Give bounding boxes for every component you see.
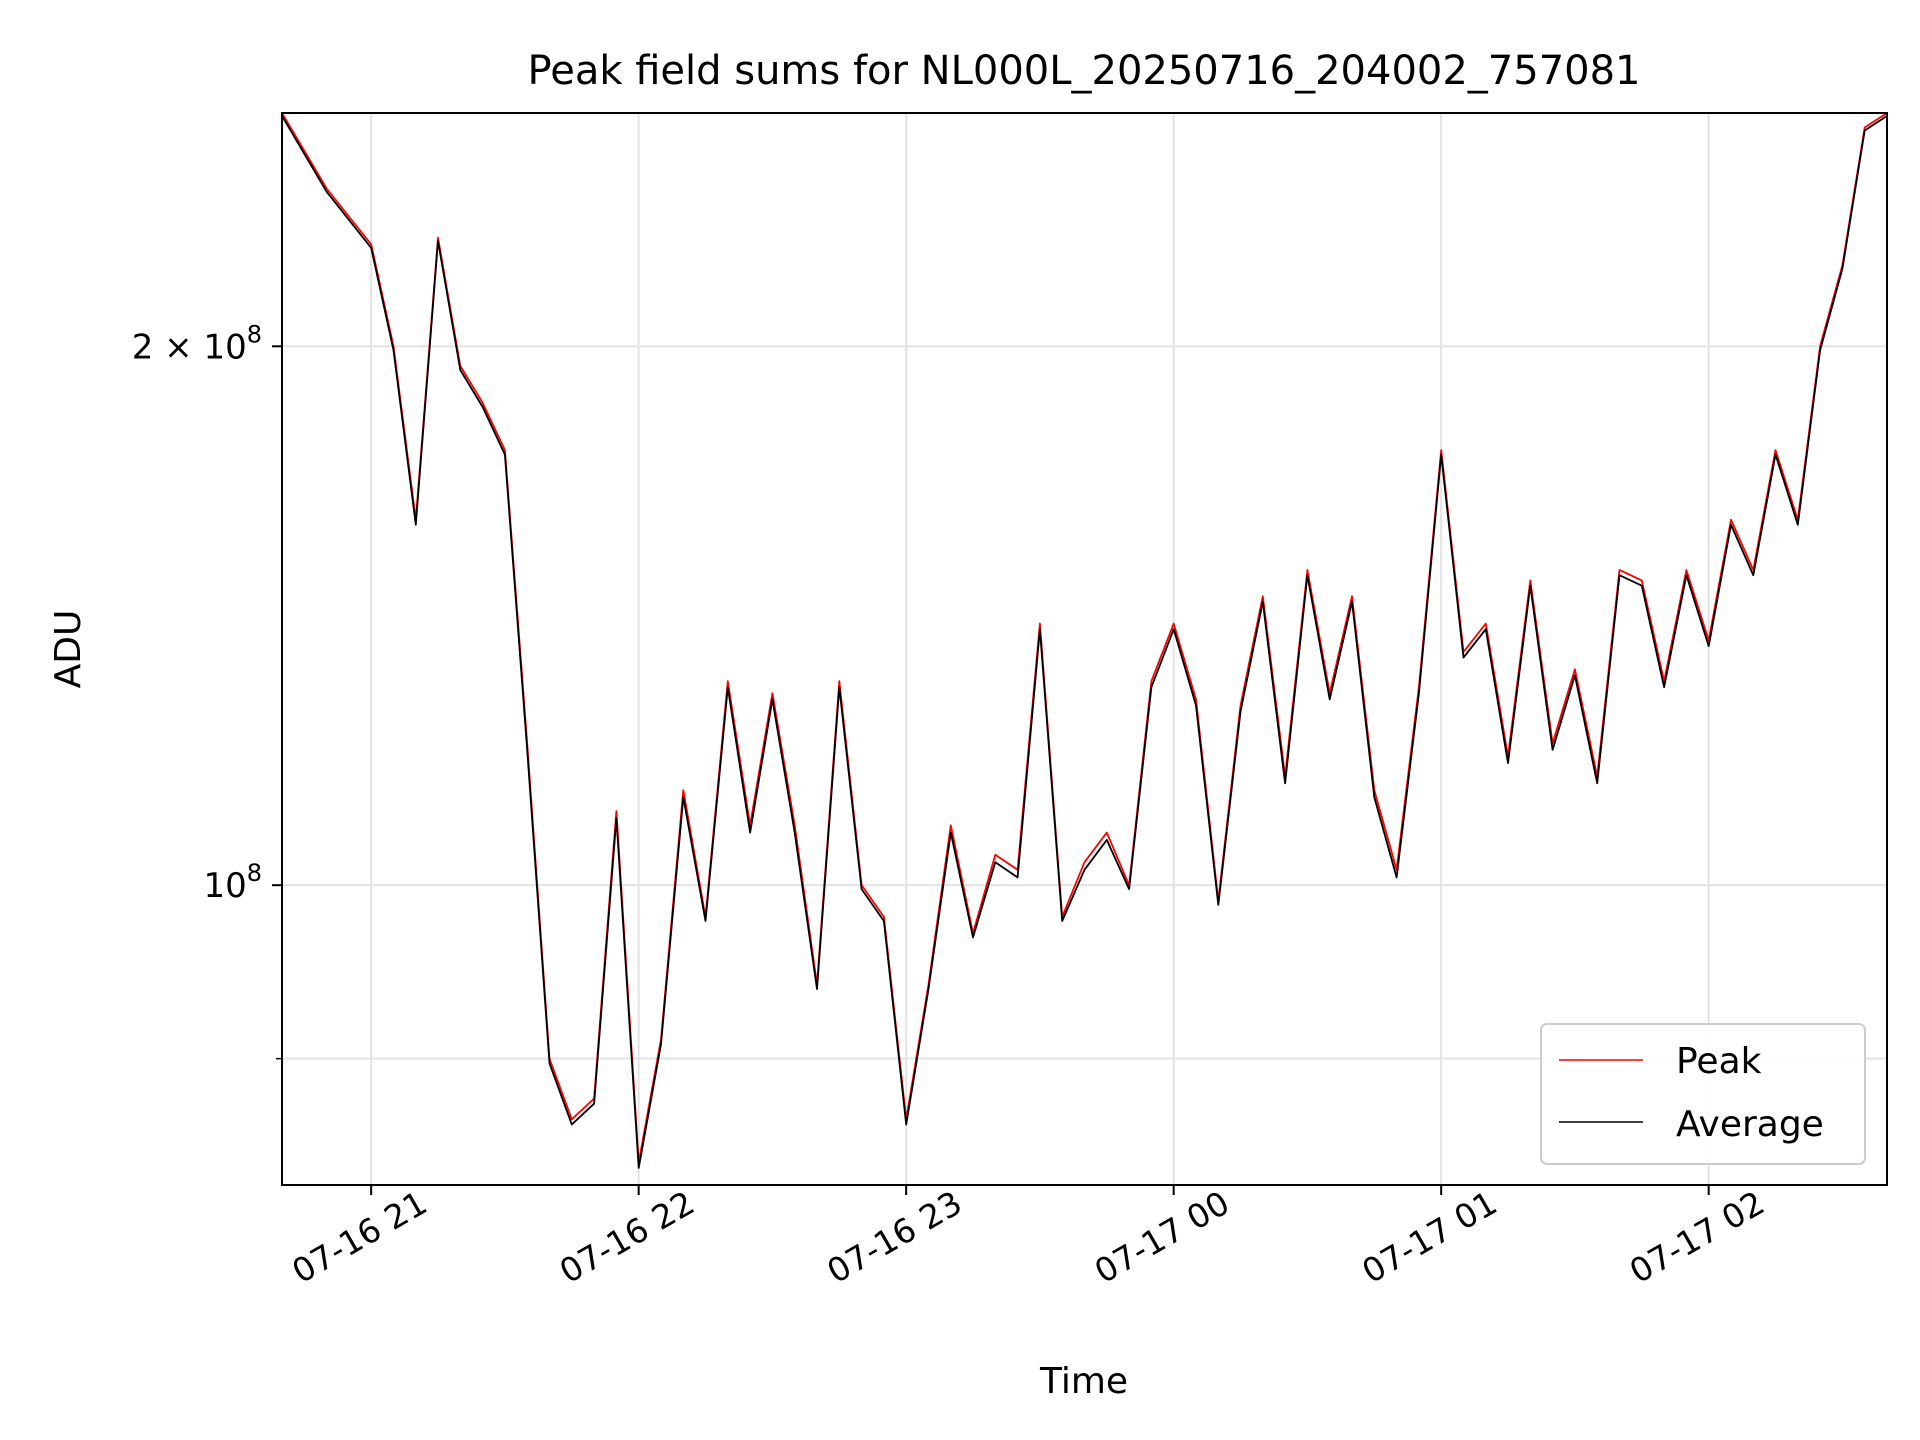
x-axis-label: Time xyxy=(1039,1361,1128,1402)
legend: Peak Average xyxy=(1540,1023,1866,1165)
chart-title: Peak field sums for NL000L_20250716_2040… xyxy=(528,48,1641,94)
legend-label-peak: Peak xyxy=(1676,1041,1762,1082)
plot-frame xyxy=(281,112,1888,1186)
y-tick-label: 108 xyxy=(203,859,262,906)
series-line-average xyxy=(282,115,1887,1169)
series-line-peak xyxy=(282,113,1887,1164)
plot-area xyxy=(282,113,1887,1169)
y-tick-label: 2 × 108 xyxy=(132,320,262,367)
y-axis: 108 2 × 108 xyxy=(132,320,282,1060)
legend-label-average: Average xyxy=(1676,1104,1824,1145)
y-axis-label: ADU xyxy=(48,610,89,689)
legend-box xyxy=(1540,1023,1866,1165)
